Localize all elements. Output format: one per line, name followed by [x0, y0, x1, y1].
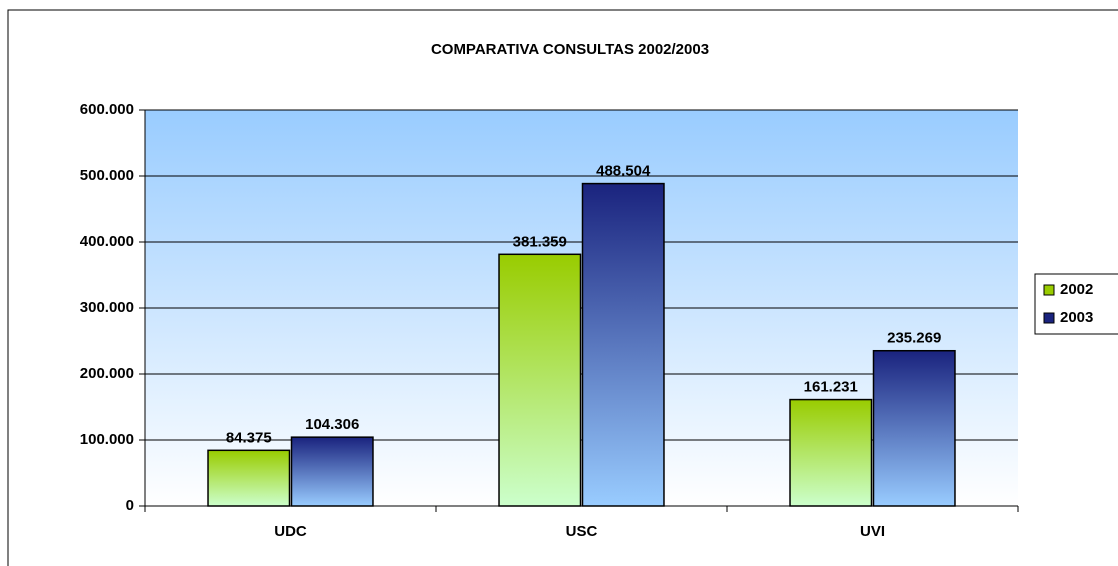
- legend-box: [1034, 273, 1118, 335]
- data-label: 488.504: [596, 163, 651, 180]
- legend-swatch: [1043, 284, 1055, 296]
- bar: [498, 253, 582, 507]
- bar: [290, 436, 374, 507]
- data-label: 104.306: [305, 416, 359, 433]
- x-tick-label: UVI: [860, 523, 885, 540]
- bar: [207, 449, 291, 507]
- y-tick-label: 500.000: [80, 167, 134, 184]
- chart-title: COMPARATIVA CONSULTAS 2002/2003: [431, 41, 709, 58]
- data-label: 161.231: [804, 379, 858, 396]
- y-tick-label: 600.000: [80, 101, 134, 118]
- bar: [872, 349, 956, 507]
- y-tick-label: 200.000: [80, 365, 134, 382]
- y-tick-label: 100.000: [80, 431, 134, 448]
- data-label: 381.359: [513, 233, 567, 250]
- bar: [581, 182, 665, 507]
- y-tick-label: 300.000: [80, 299, 134, 316]
- y-tick-label: 0: [126, 497, 134, 514]
- legend-label: 2002: [1060, 281, 1093, 298]
- x-tick-label: UDC: [274, 523, 307, 540]
- legend-swatch: [1043, 312, 1055, 324]
- x-tick-label: USC: [566, 523, 598, 540]
- y-tick-label: 400.000: [80, 233, 134, 250]
- bar: [789, 398, 873, 507]
- data-label: 84.375: [226, 429, 272, 446]
- legend-label: 2003: [1060, 309, 1093, 326]
- data-label: 235.269: [887, 330, 941, 347]
